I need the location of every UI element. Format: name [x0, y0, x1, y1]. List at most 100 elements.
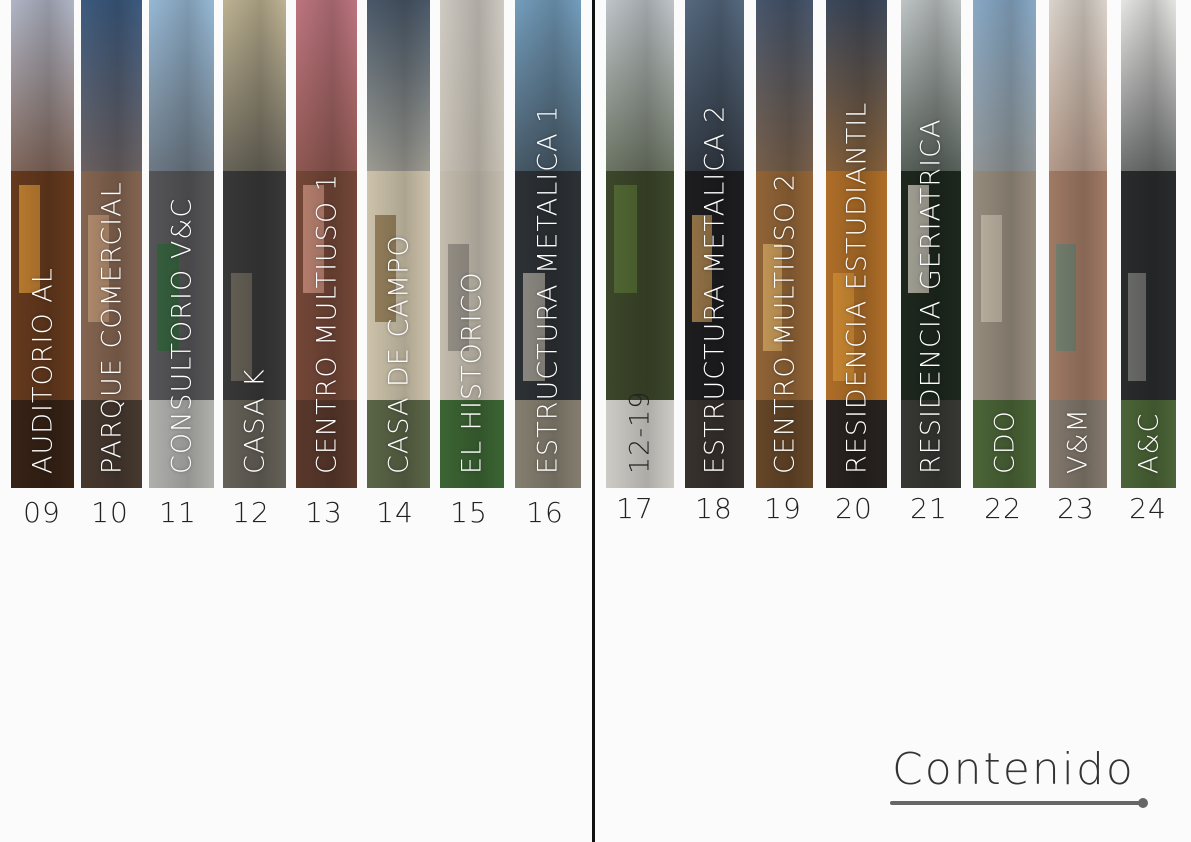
strip-shade — [367, 0, 430, 488]
strip-window — [1055, 244, 1076, 352]
project-strip-18[interactable]: ESTRUCTURA METALICA 2 — [685, 0, 744, 488]
strip-ground — [685, 400, 744, 488]
strip-ground — [367, 400, 430, 488]
strip-ground — [901, 400, 961, 488]
strip-shade — [1049, 0, 1107, 488]
project-label: CENTRO MULTIUSO 2 — [769, 173, 800, 474]
page-number: 12 — [232, 496, 270, 529]
strip-shade — [515, 0, 581, 488]
page-number: 11 — [159, 496, 197, 529]
strip-window — [522, 273, 546, 381]
project-strip-09[interactable]: AUDITORIO AL — [11, 0, 74, 488]
title-underline-dot — [1138, 798, 1148, 808]
strip-window — [762, 244, 783, 352]
strip-shade — [11, 0, 74, 488]
project-label: 12-19 — [624, 390, 656, 474]
page-number: 18 — [695, 492, 733, 525]
strip-window — [692, 214, 713, 323]
strip-shade — [1121, 0, 1176, 488]
project-label: RESIDENCIA GERIATRICA — [915, 118, 947, 474]
project-label: V&M — [1062, 408, 1094, 474]
project-strip-21[interactable]: RESIDENCIA GERIATRICA — [901, 0, 961, 488]
strip-ground — [149, 400, 214, 488]
project-label: RESIDENCIA ESTUDIANTIL — [841, 101, 872, 474]
project-strip-10[interactable]: PARQUE COMERCIAL — [81, 0, 142, 488]
strip-shade — [440, 0, 504, 488]
strip-shade — [973, 0, 1036, 488]
strip-ground — [1049, 400, 1107, 488]
strip-window — [374, 214, 396, 323]
project-label: A&C — [1133, 412, 1164, 474]
project-strip-23[interactable]: V&M — [1049, 0, 1107, 488]
strip-window — [980, 214, 1002, 323]
page-divider — [592, 0, 595, 842]
strip-shade — [223, 0, 286, 488]
project-label: CDO — [989, 410, 1020, 474]
project-strip-14[interactable]: CASA DE CAMPO — [367, 0, 430, 488]
strip-shade — [901, 0, 961, 488]
project-label: AUDITORIO AL — [27, 267, 58, 474]
project-strip-13[interactable]: CENTRO MULTIUSO 1 — [296, 0, 357, 488]
page-title: Contenido — [892, 744, 1135, 795]
strip-window — [447, 244, 470, 352]
project-strip-16[interactable]: ESTRUCTURA METALICA 1 — [515, 0, 581, 488]
page-number: 24 — [1129, 492, 1167, 525]
page-number: 10 — [91, 496, 129, 529]
strip-shade — [756, 0, 813, 488]
strip-ground — [1121, 400, 1176, 488]
project-label: PARQUE COMERCIAL — [96, 181, 127, 474]
project-strip-12[interactable]: CASA K — [223, 0, 286, 488]
strip-window — [1127, 273, 1147, 381]
project-label: ESTRUCTURA METALICA 1 — [532, 104, 564, 474]
project-label: EL HISTORICO — [456, 271, 488, 474]
strip-ground — [296, 400, 357, 488]
contents-title: Contenido — [888, 748, 1150, 812]
strip-window — [88, 214, 110, 323]
project-label: CASA K — [239, 368, 270, 474]
title-underline — [890, 801, 1142, 805]
strip-ground — [606, 400, 674, 488]
strip-ground — [440, 400, 504, 488]
strip-ground — [973, 400, 1036, 488]
project-strip-20[interactable]: RESIDENCIA ESTUDIANTIL — [826, 0, 887, 488]
project-strip-17[interactable]: 12-19 — [606, 0, 674, 488]
project-strip-22[interactable]: CDO — [973, 0, 1036, 488]
project-label: CASA DE CAMPO — [383, 234, 414, 474]
strip-ground — [756, 400, 813, 488]
strip-shade — [81, 0, 142, 488]
strip-ground — [11, 400, 74, 488]
page-number: 17 — [616, 492, 654, 525]
page-number: 16 — [526, 496, 564, 529]
project-label: CONSULTORIO V&C — [166, 197, 197, 474]
strip-window — [156, 244, 179, 352]
strip-ground — [515, 400, 581, 488]
strip-window — [18, 185, 40, 293]
project-strip-19[interactable]: CENTRO MULTIUSO 2 — [756, 0, 813, 488]
project-label: CENTRO MULTIUSO 1 — [311, 173, 342, 474]
strip-window — [303, 185, 325, 293]
strip-ground — [223, 400, 286, 488]
strip-window — [908, 185, 929, 293]
page-number: 13 — [305, 496, 343, 529]
project-strip-24[interactable]: A&C — [1121, 0, 1176, 488]
page-number: 21 — [910, 492, 948, 525]
project-strip-11[interactable]: CONSULTORIO V&C — [149, 0, 214, 488]
page-number: 23 — [1057, 492, 1095, 525]
project-strip-15[interactable]: EL HISTORICO — [440, 0, 504, 488]
project-label: ESTRUCTURA METALICA 2 — [699, 104, 730, 474]
strip-shade — [826, 0, 887, 488]
strip-shade — [149, 0, 214, 488]
page-number: 19 — [764, 492, 802, 525]
page-number: 22 — [984, 492, 1022, 525]
strip-shade — [606, 0, 674, 488]
page-number: 14 — [376, 496, 414, 529]
page-number: 20 — [835, 492, 873, 525]
strip-window — [614, 185, 638, 293]
strip-shade — [296, 0, 357, 488]
strip-window — [833, 273, 855, 381]
page-number: 15 — [450, 496, 488, 529]
strip-ground — [826, 400, 887, 488]
strip-shade — [685, 0, 744, 488]
strip-window — [230, 273, 252, 381]
strip-ground — [81, 400, 142, 488]
